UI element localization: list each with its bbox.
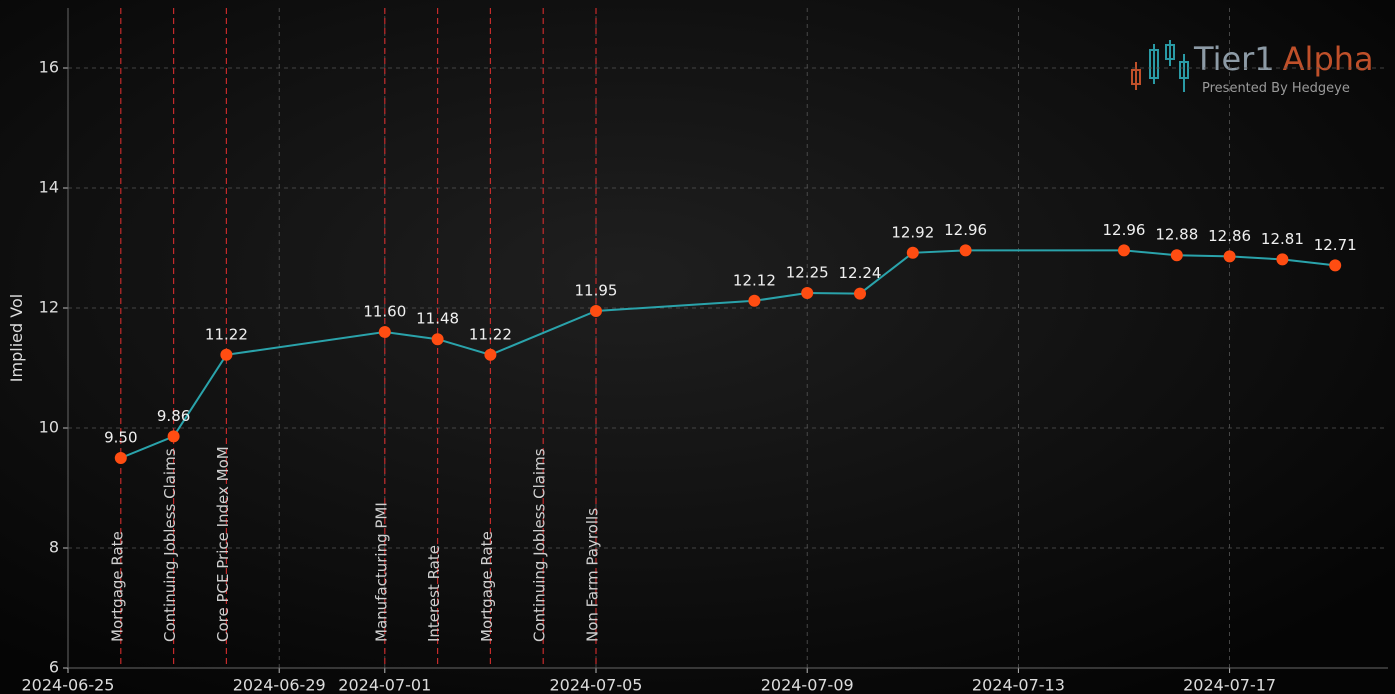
- data-label: 12.81: [1261, 230, 1304, 248]
- data-label: 12.96: [944, 221, 987, 239]
- data-label: 12.12: [733, 271, 776, 289]
- logo-text: Tier1 Alpha: [1193, 40, 1374, 78]
- y-tick-label: 6: [49, 658, 59, 677]
- data-point: [484, 348, 497, 361]
- x-tick-label: 2024-06-29: [233, 676, 326, 694]
- data-label: 12.92: [891, 223, 934, 241]
- logo-name: Tier1: [1193, 40, 1275, 78]
- data-point: [220, 348, 233, 361]
- event-label: Non Farm Payrolls: [584, 508, 602, 642]
- data-point: [114, 452, 127, 464]
- x-tick-label: 2024-06-25: [22, 676, 115, 694]
- data-label: 12.86: [1208, 227, 1251, 245]
- data-label: 11.48: [416, 310, 459, 328]
- data-label: 12.96: [1103, 221, 1146, 239]
- logo: Tier1 Alpha Presented By Hedgeye: [1131, 40, 1374, 96]
- event-label: Continuing Jobless Claims: [531, 448, 549, 642]
- data-point: [959, 244, 972, 257]
- data-point: [1118, 244, 1130, 257]
- data-point: [1329, 259, 1342, 272]
- x-tick-label: 2024-07-01: [338, 676, 431, 694]
- data-point: [1170, 249, 1183, 262]
- data-point: [1276, 253, 1289, 266]
- data-point: [431, 333, 444, 346]
- x-tick-label: 2024-07-17: [1183, 676, 1276, 694]
- data-point: [906, 246, 919, 259]
- data-point: [590, 305, 602, 317]
- data-point: [801, 287, 814, 299]
- event-label: Core PCE Price Index MoM: [214, 446, 232, 642]
- data-label: 11.22: [469, 325, 512, 343]
- event-label: Mortgage Rate: [108, 531, 126, 642]
- event-label: Continuing Jobless Claims: [161, 448, 179, 642]
- data-point: [378, 326, 391, 338]
- data-label: 11.95: [575, 282, 618, 300]
- event-label: Interest Rate: [425, 545, 443, 642]
- x-tick-label: 2024-07-13: [972, 676, 1065, 694]
- x-tick-label: 2024-07-09: [761, 676, 854, 694]
- data-label: 11.60: [363, 303, 406, 321]
- logo-tagline: Presented By Hedgeye: [1202, 81, 1350, 96]
- y-tick-label: 8: [49, 538, 59, 557]
- data-label: 11.22: [205, 325, 248, 343]
- data-label: 12.25: [786, 264, 829, 282]
- logo-accent: Alpha: [1283, 40, 1374, 78]
- y-axis-label: Implied Vol: [7, 294, 26, 382]
- y-tick-label: 12: [39, 298, 59, 317]
- y-tick-label: 14: [39, 178, 59, 197]
- data-point: [854, 287, 866, 300]
- event-label: Manufacturing PMI: [372, 502, 390, 642]
- y-tick-label: 10: [39, 418, 59, 437]
- data-label: 12.24: [839, 264, 882, 282]
- data-label: 9.50: [104, 429, 137, 447]
- x-tick-label: 2024-07-05: [550, 676, 643, 694]
- data-point: [1223, 250, 1236, 263]
- data-label: 9.86: [157, 407, 190, 425]
- data-label: 12.88: [1155, 226, 1198, 244]
- y-tick-label: 16: [39, 58, 59, 77]
- data-label: 12.71: [1314, 236, 1357, 254]
- data-point: [748, 294, 761, 307]
- data-point: [167, 430, 180, 443]
- event-label: Mortgage Rate: [478, 531, 496, 642]
